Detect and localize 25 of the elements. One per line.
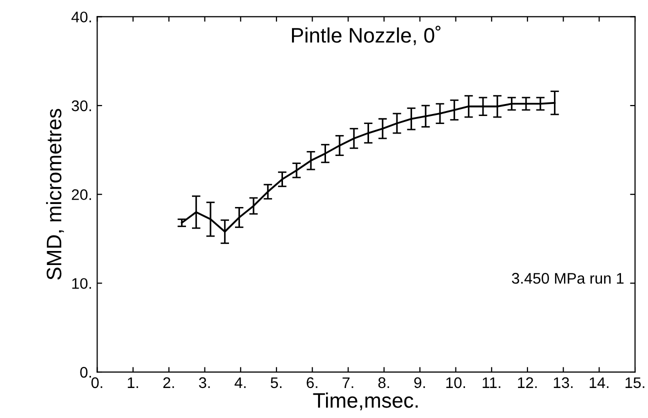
x-tick-label: 12. <box>518 377 537 388</box>
x-tick-label: 0. <box>91 377 102 388</box>
y-tick-label: 30. <box>72 100 91 112</box>
x-tick-label: 10. <box>446 377 465 388</box>
x-tick-label: 14. <box>590 377 608 388</box>
y-tick-label: 20. <box>72 189 91 200</box>
x-tick-label: 4. <box>234 377 246 388</box>
x-tick-label: 9. <box>414 377 425 388</box>
x-tick-label: 13. <box>554 377 573 388</box>
x-tick-label: 2. <box>163 377 174 388</box>
annotation: 3.450 MPa run 1 <box>512 272 624 284</box>
x-tick-label: 7. <box>342 377 354 388</box>
x-tick-label: 11. <box>482 377 500 388</box>
y-tick-label: 0. <box>80 366 91 378</box>
y-tick-label: 40. <box>71 12 91 22</box>
x-axis-title: Time,msec. <box>313 392 418 410</box>
x-tick-label: 15. <box>626 377 644 388</box>
chart-title: Pintle Nozzle, 0˚ <box>292 26 440 46</box>
y-axis-title: SMD, micrometres <box>46 108 64 280</box>
x-tick-label: 1. <box>128 377 138 388</box>
y-tick-label: 10. <box>72 278 91 289</box>
x-tick-label: 6. <box>306 377 318 388</box>
x-tick-label: 8. <box>378 377 390 388</box>
x-tick-label: 3. <box>198 377 210 388</box>
x-tick-label: 5. <box>270 377 282 388</box>
